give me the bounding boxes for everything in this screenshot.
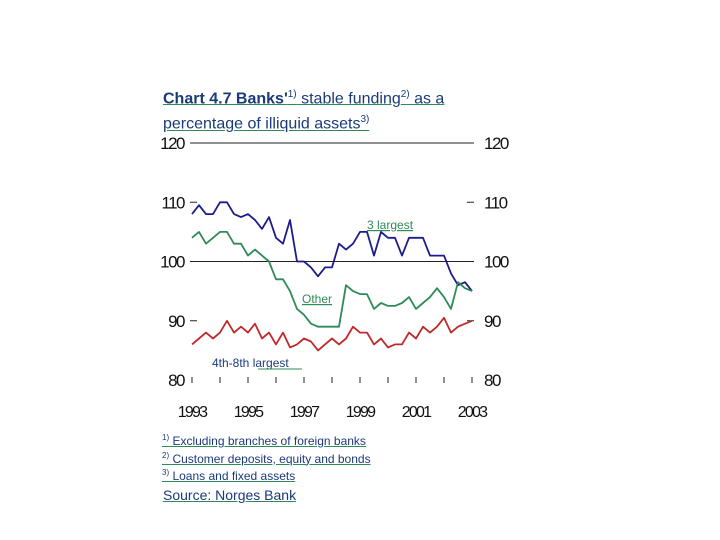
chart-series: [191, 201, 473, 352]
x-tick-label: 1997: [290, 404, 320, 421]
chart-axes: 120 120 110 110 100 100 90 90 80 80 1993 1995 1997 19…: [160, 134, 510, 421]
footnote-2: 2) Customer deposits, equity and bonds: [162, 450, 371, 466]
title-mid: stable funding: [296, 90, 401, 108]
x-tick-label: 1995: [234, 404, 264, 421]
y-tick-label-right: 80: [484, 371, 501, 390]
title-suffix: as a: [409, 90, 445, 108]
chart-title: Chart 4.7 Banks'1) stable funding2) as a…: [163, 84, 503, 135]
series-line-other: [191, 230, 473, 328]
x-tick-label: 2001: [402, 404, 432, 421]
y-tick-label-left: 90: [168, 312, 185, 331]
series-line-4th-8th-largest: [191, 316, 473, 352]
x-tick-label: 2003: [458, 404, 488, 421]
y-tick-label-right: 110: [484, 193, 508, 212]
series-label-4th-8th-largest: 4th-8th largest: [212, 356, 289, 370]
title-sup-1: 1): [287, 89, 297, 100]
title-sup-2: 2): [400, 89, 410, 100]
footnote-3: 3) Loans and fixed assets: [162, 468, 296, 483]
y-tick-label-left: 100: [160, 253, 185, 272]
y-tick-label-right: 100: [484, 253, 509, 272]
x-tick-label: 1999: [346, 404, 376, 421]
y-tick-label-right: 120: [484, 134, 509, 153]
y-tick-label-right: 90: [484, 312, 501, 331]
footnote-1: 1) Excluding branches of foreign banks: [162, 433, 366, 448]
y-tick-label-left: 110: [161, 193, 185, 212]
title-line-2: percentage of illiquid assets: [163, 115, 361, 133]
title-prefix: Chart 4.7 Banks': [163, 90, 288, 108]
footnotes: 1) Excluding branches of foreign banks 2…: [162, 431, 371, 484]
title-sup-3: 3): [360, 114, 370, 126]
series-labels: 3 largest Other 4th-8th largest: [212, 218, 414, 370]
y-tick-label-left: 120: [160, 134, 185, 153]
series-label-3-largest: 3 largest: [367, 218, 414, 232]
source-note: Source: Norges Bank: [163, 487, 297, 503]
y-tick-label-left: 80: [168, 371, 185, 390]
x-tick-label: 1993: [178, 404, 208, 421]
series-label-other: Other: [302, 292, 332, 306]
series-line-3-largest: [191, 201, 473, 292]
